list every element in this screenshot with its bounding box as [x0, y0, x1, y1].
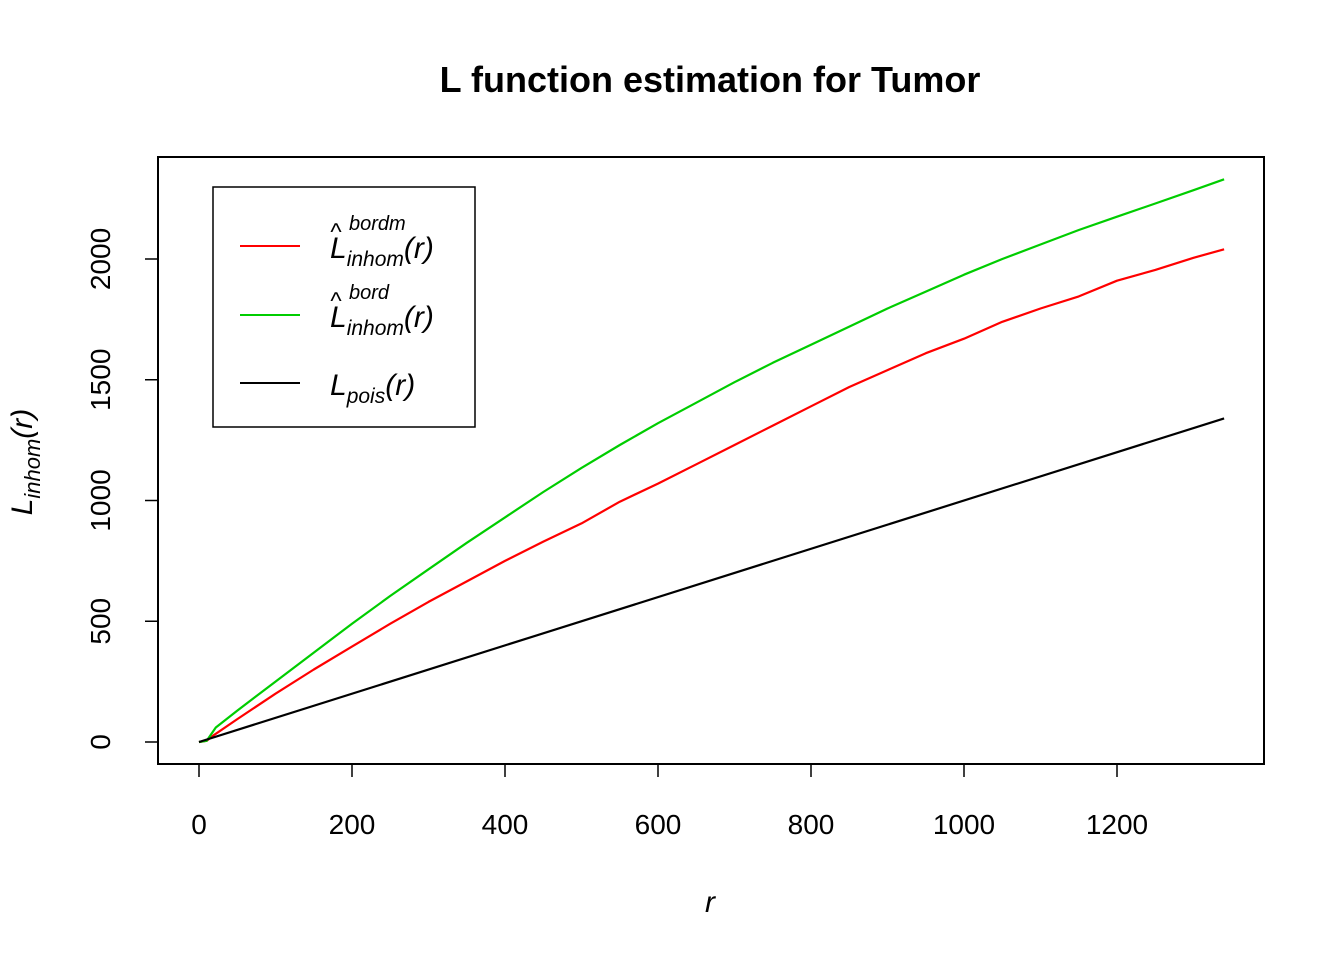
series-line-bord [198, 178, 1225, 744]
legend-label-sup: bord [349, 282, 390, 304]
y-axis: 0 500 1000 1500 2000 [85, 228, 159, 750]
legend-label-bord: Linhom(r) [330, 301, 434, 340]
y-tick-label: 1500 [85, 349, 116, 411]
legend-label-main: L [330, 301, 347, 334]
legend-label-arg: (r) [404, 232, 434, 265]
series-line-bordm [198, 248, 1225, 744]
x-tick-label: 600 [635, 809, 682, 840]
legend-label-main: L [330, 369, 347, 402]
x-tick-label: 1000 [933, 809, 995, 840]
legend-label-main: L [330, 232, 347, 265]
y-axis-label-main: L [6, 499, 39, 516]
y-axis-label-sub: inhom [20, 439, 45, 499]
y-tick-label: 0 [85, 734, 116, 750]
legend-label-arg: (r) [385, 369, 415, 402]
legend-hat-glyph: ^ [330, 219, 342, 246]
legend-label-sub: inhom [347, 248, 404, 271]
legend-hat-glyph: ^ [330, 288, 342, 315]
series-line-pois [198, 417, 1225, 744]
x-tick-label: 0 [191, 809, 207, 840]
x-axis-label: r [705, 886, 716, 919]
legend-label-sup: bordm [349, 213, 406, 235]
x-tick-label: 400 [482, 809, 529, 840]
legend-label-sub: inhom [347, 317, 404, 340]
x-tick-label: 200 [329, 809, 376, 840]
x-axis: 0 200 400 600 800 1000 1200 [191, 763, 1148, 840]
legend: Linhom(r)bordm^Linhom(r)bord^Lpois(r) [212, 186, 476, 428]
legend-label-bordm: Linhom(r) [330, 232, 434, 271]
y-tick-label: 1000 [85, 469, 116, 531]
y-tick-label: 500 [85, 598, 116, 645]
x-tick-label: 800 [788, 809, 835, 840]
legend-label-arg: (r) [404, 301, 434, 334]
legend-items: Linhom(r)bordm^Linhom(r)bord^Lpois(r) [240, 213, 434, 408]
legend-label-sub: pois [346, 385, 386, 408]
chart-title: L function estimation for Tumor [440, 59, 981, 100]
legend-box [212, 186, 476, 428]
y-axis-label: Linhom(r) [6, 409, 45, 516]
legend-label-pois: Lpois(r) [330, 369, 415, 408]
svg-text:Linhom(r): Linhom(r) [6, 409, 45, 516]
series-layer [198, 178, 1225, 744]
x-tick-label: 1200 [1086, 809, 1148, 840]
y-tick-label: 2000 [85, 228, 116, 290]
y-axis-label-arg: (r) [6, 409, 39, 439]
